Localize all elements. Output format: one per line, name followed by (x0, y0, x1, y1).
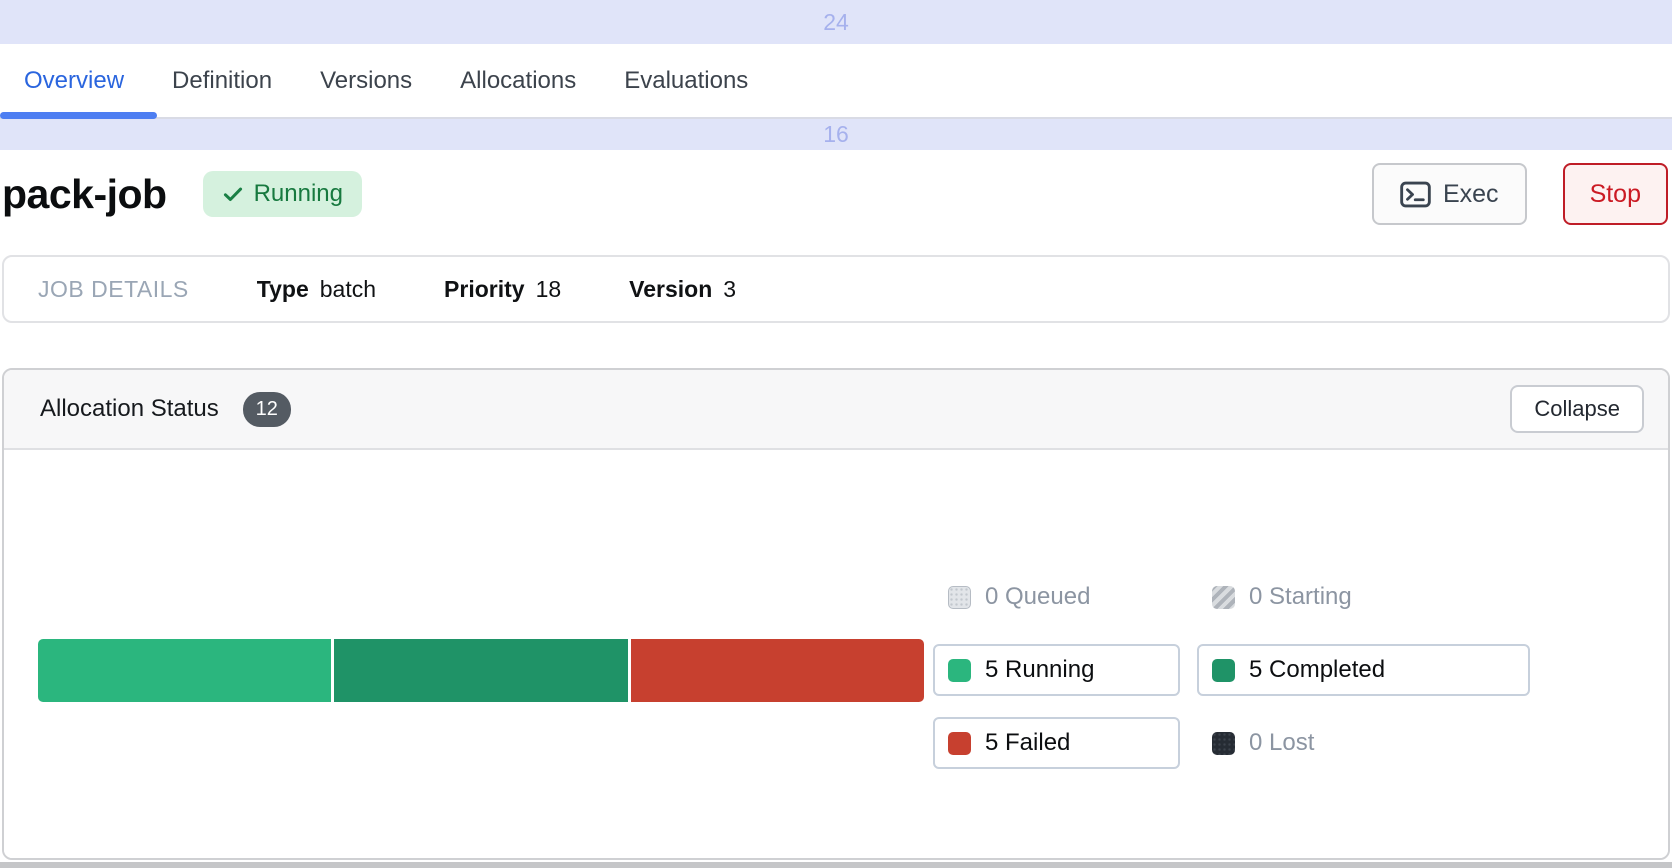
legend-item-lost: 0 Lost (1197, 717, 1530, 769)
allocation-panel-title: Allocation Status (40, 395, 219, 422)
bar-segment-completed[interactable] (334, 639, 628, 702)
legend-label: 5 Completed (1249, 656, 1386, 683)
legend-item-completed[interactable]: 5 Completed (1197, 644, 1530, 696)
spacing-value-label: 24 (823, 8, 849, 35)
job-details-heading: JOB DETAILS (38, 275, 189, 302)
bar-segment-failed[interactable] (630, 639, 924, 702)
tab-definition[interactable]: Definition (172, 44, 272, 117)
field-value: batch (319, 275, 377, 302)
field-label: Priority (444, 275, 525, 302)
legend-label: 0 Starting (1249, 583, 1352, 610)
stop-button[interactable]: Stop (1562, 163, 1668, 225)
running-swatch-icon (948, 658, 971, 682)
collapse-button[interactable]: Collapse (1510, 385, 1644, 433)
field-value: 18 (535, 275, 562, 302)
legend-item-failed[interactable]: 5 Failed (933, 717, 1180, 769)
allocation-panel-header: Allocation Status 12 Collapse (4, 370, 1668, 450)
queued-swatch-icon (948, 585, 971, 609)
collapse-button-label: Collapse (1534, 396, 1620, 421)
tab-label: Evaluations (624, 66, 749, 94)
cutoff-element-below (0, 862, 1672, 868)
status-badge: Running (202, 171, 362, 217)
bar-segment-running[interactable] (38, 639, 332, 702)
allocation-panel-body: 0 Queued 0 Starting 5 Running 5 Completed 5 … (4, 450, 1668, 858)
legend-item-running[interactable]: 5 Running (933, 644, 1180, 696)
exec-button[interactable]: Exec (1371, 163, 1527, 225)
allocation-status-bar (38, 639, 924, 702)
tab-label: Definition (172, 66, 273, 94)
job-tab-bar: Overview Definition Versions Allocations Eva… (0, 44, 1672, 119)
field-label: Type (256, 275, 309, 302)
tab-label: Versions (320, 66, 413, 94)
active-tab-underline (0, 112, 158, 119)
job-detail-field-version: Version 3 (629, 276, 736, 303)
check-icon (223, 187, 242, 202)
tab-label: Overview (24, 66, 125, 94)
tab-allocations[interactable]: Allocations (460, 44, 576, 117)
allocation-legend: 0 Queued 0 Starting 5 Running 5 Completed 5 … (933, 571, 1530, 769)
terminal-icon (1400, 181, 1431, 207)
tab-evaluations[interactable]: Evaluations (624, 44, 748, 117)
legend-item-queued: 0 Queued (933, 571, 1180, 623)
field-label: Version (629, 275, 713, 302)
tab-versions[interactable]: Versions (320, 44, 412, 117)
spacing-annotation-bar-middle: 16 (0, 119, 1672, 150)
tab-label: Allocations (460, 66, 577, 94)
allocation-status-panel: Allocation Status 12 Collapse 0 Queued 0 … (2, 368, 1670, 860)
legend-label: 0 Queued (985, 583, 1091, 610)
legend-item-starting: 0 Starting (1197, 571, 1530, 623)
spacing-annotation-bar-top: 24 (0, 0, 1672, 44)
job-header-row: pack-job Running Exec Stop (0, 162, 1672, 226)
field-value: 3 (723, 275, 737, 302)
lost-swatch-icon (1212, 731, 1235, 755)
status-badge-label: Running (253, 180, 343, 207)
job-details-card: JOB DETAILS Type batch Priority 18 Version 3 (2, 255, 1670, 323)
job-details-fields: Type batch Priority 18 Version 3 (257, 276, 736, 303)
page-title: pack-job (2, 170, 167, 217)
completed-swatch-icon (1212, 658, 1235, 682)
job-detail-field-type: Type batch (257, 276, 376, 303)
allocation-count-badge: 12 (242, 391, 291, 427)
legend-label: 0 Lost (1249, 729, 1315, 756)
spacing-value-label: 16 (823, 121, 849, 147)
failed-swatch-icon (948, 731, 971, 755)
starting-swatch-icon (1212, 585, 1235, 609)
exec-button-label: Exec (1442, 179, 1499, 208)
tab-overview[interactable]: Overview (0, 44, 158, 119)
stop-button-label: Stop (1589, 179, 1641, 208)
legend-label: 5 Running (985, 656, 1095, 683)
legend-label: 5 Failed (985, 729, 1071, 756)
job-detail-field-priority: Priority 18 (444, 276, 561, 303)
